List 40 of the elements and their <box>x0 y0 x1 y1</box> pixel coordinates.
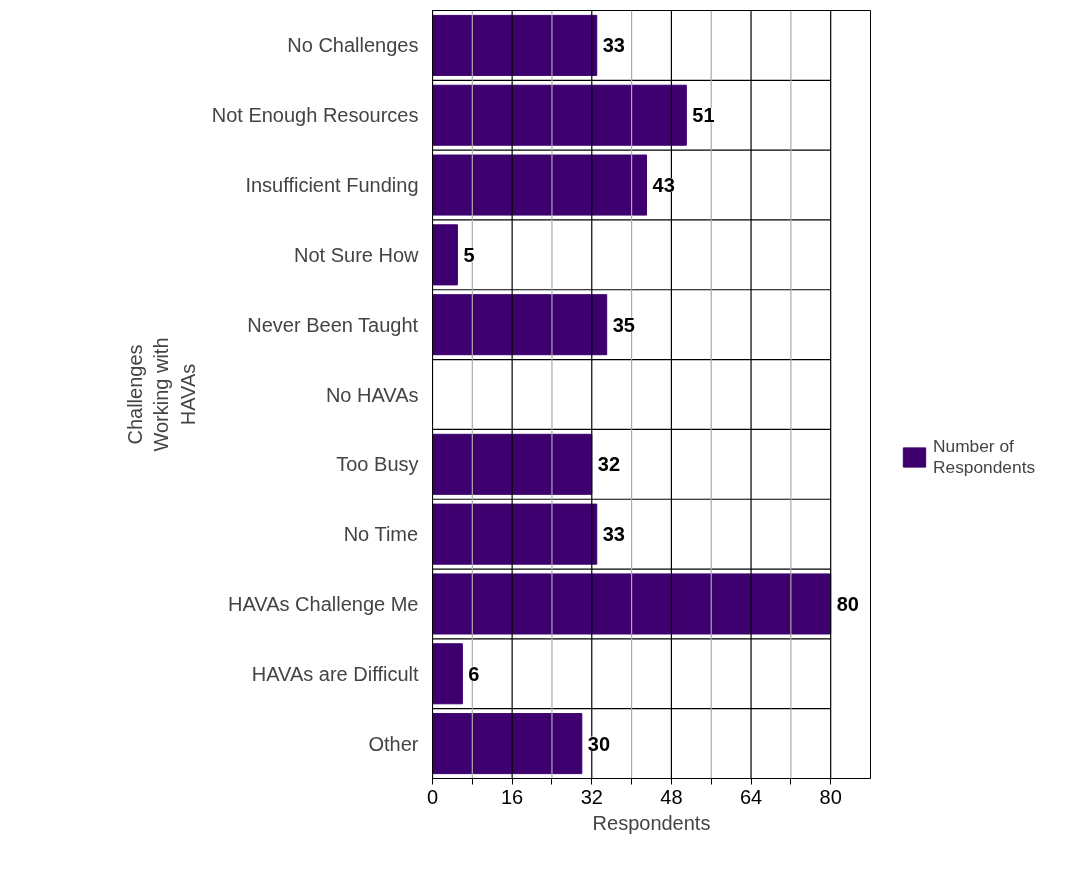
y-tick-label: Other <box>368 732 419 755</box>
bar <box>432 154 648 216</box>
x-tick-label: 0 <box>426 785 439 808</box>
y-tick-label: Never Been Taught <box>247 313 419 336</box>
data-label: 33 <box>602 523 625 546</box>
data-label: 35 <box>612 313 635 336</box>
x-tick-label: 32 <box>580 785 603 808</box>
y-axis-title: Challenges Working with HAVAs <box>123 337 199 452</box>
legend-label: Number of Respondents <box>933 436 1036 478</box>
data-label: 5 <box>463 243 475 266</box>
y-tick-label: Too Busy <box>336 453 419 476</box>
data-label: 51 <box>692 104 715 127</box>
bar <box>432 643 463 705</box>
y-tick-label: Not Enough Resources <box>211 104 419 127</box>
bar <box>432 503 598 565</box>
data-label: 43 <box>652 174 675 197</box>
bar <box>432 573 832 635</box>
bar <box>432 224 458 286</box>
x-tick-label: 80 <box>819 785 842 808</box>
y-tick-label: HAVAs Challenge Me <box>228 592 419 615</box>
x-tick-label: 64 <box>739 785 763 808</box>
data-label: 80 <box>836 592 859 615</box>
bar <box>432 294 608 356</box>
x-tick-label: 16 <box>501 785 524 808</box>
y-tick-label: Not Sure How <box>294 243 420 266</box>
bar <box>432 84 687 146</box>
x-axis-title: Respondents <box>592 811 711 834</box>
bar <box>432 14 598 76</box>
y-tick-label: No Time <box>343 523 419 546</box>
bar <box>432 433 593 495</box>
x-tick-label: 48 <box>660 785 683 808</box>
y-tick-label: No Challenges <box>287 34 419 57</box>
bar <box>432 713 583 775</box>
y-tick-label: HAVAs are Difficult <box>251 662 419 685</box>
y-tick-label: No HAVAs <box>325 383 419 406</box>
data-label: 33 <box>602 34 625 57</box>
data-label: 6 <box>468 662 480 685</box>
y-tick-label: Insufficient Funding <box>245 174 419 197</box>
data-label: 32 <box>597 453 621 476</box>
data-label: 30 <box>587 732 611 755</box>
